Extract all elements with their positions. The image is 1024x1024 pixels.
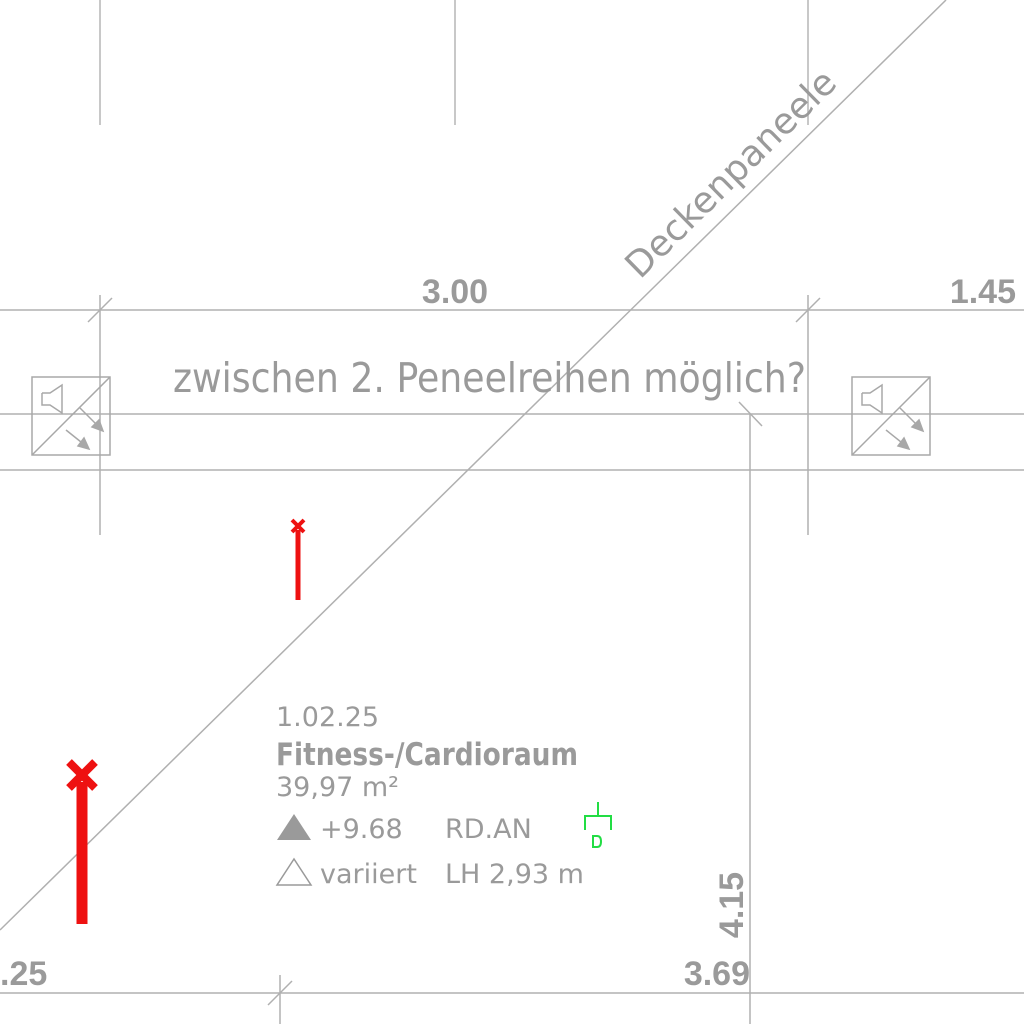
dimension-bottom-right: 3.69 xyxy=(684,955,750,993)
bottom-dimension-line xyxy=(0,975,1024,1024)
vertical-dimension-line xyxy=(738,401,763,1024)
room-area: 39,97 m² xyxy=(276,772,399,803)
room-name: Fitness-/Cardioraum xyxy=(276,737,578,773)
speaker-icon xyxy=(851,376,931,456)
panel-band xyxy=(0,413,1024,471)
dimension-bottom-left: .25 xyxy=(0,955,47,993)
room-stamp: 1.02.25 Fitness-/Cardioraum 39,97 m² +9.… xyxy=(275,702,584,890)
top-dimension-line xyxy=(0,295,1024,535)
room-finish: RD.AN xyxy=(445,814,532,845)
room-number: 1.02.25 xyxy=(276,702,379,733)
diagonal-label: Deckenpaneele xyxy=(618,62,845,286)
question-annotation: zwischen 2. Peneelreihen möglich? xyxy=(173,354,806,402)
dimension-top-middle: 3.00 xyxy=(422,273,488,311)
dimension-top-right: 1.45 xyxy=(950,273,1016,311)
red-cross-marker xyxy=(66,759,98,924)
red-cross-marker xyxy=(290,518,306,600)
diagonal-panel-line xyxy=(0,0,947,931)
room-level-bottom: variiert xyxy=(320,859,417,890)
smoke-detector-icon xyxy=(584,802,612,848)
room-clear-height: LH 2,93 m xyxy=(445,859,584,890)
level-filled-triangle-icon xyxy=(277,814,311,840)
grid-lines xyxy=(99,0,809,125)
dimension-vertical-right: 4.15 xyxy=(713,872,751,938)
speaker-icon xyxy=(31,376,111,456)
room-level-top: +9.68 xyxy=(320,814,403,845)
level-outline-triangle-icon xyxy=(275,857,313,886)
